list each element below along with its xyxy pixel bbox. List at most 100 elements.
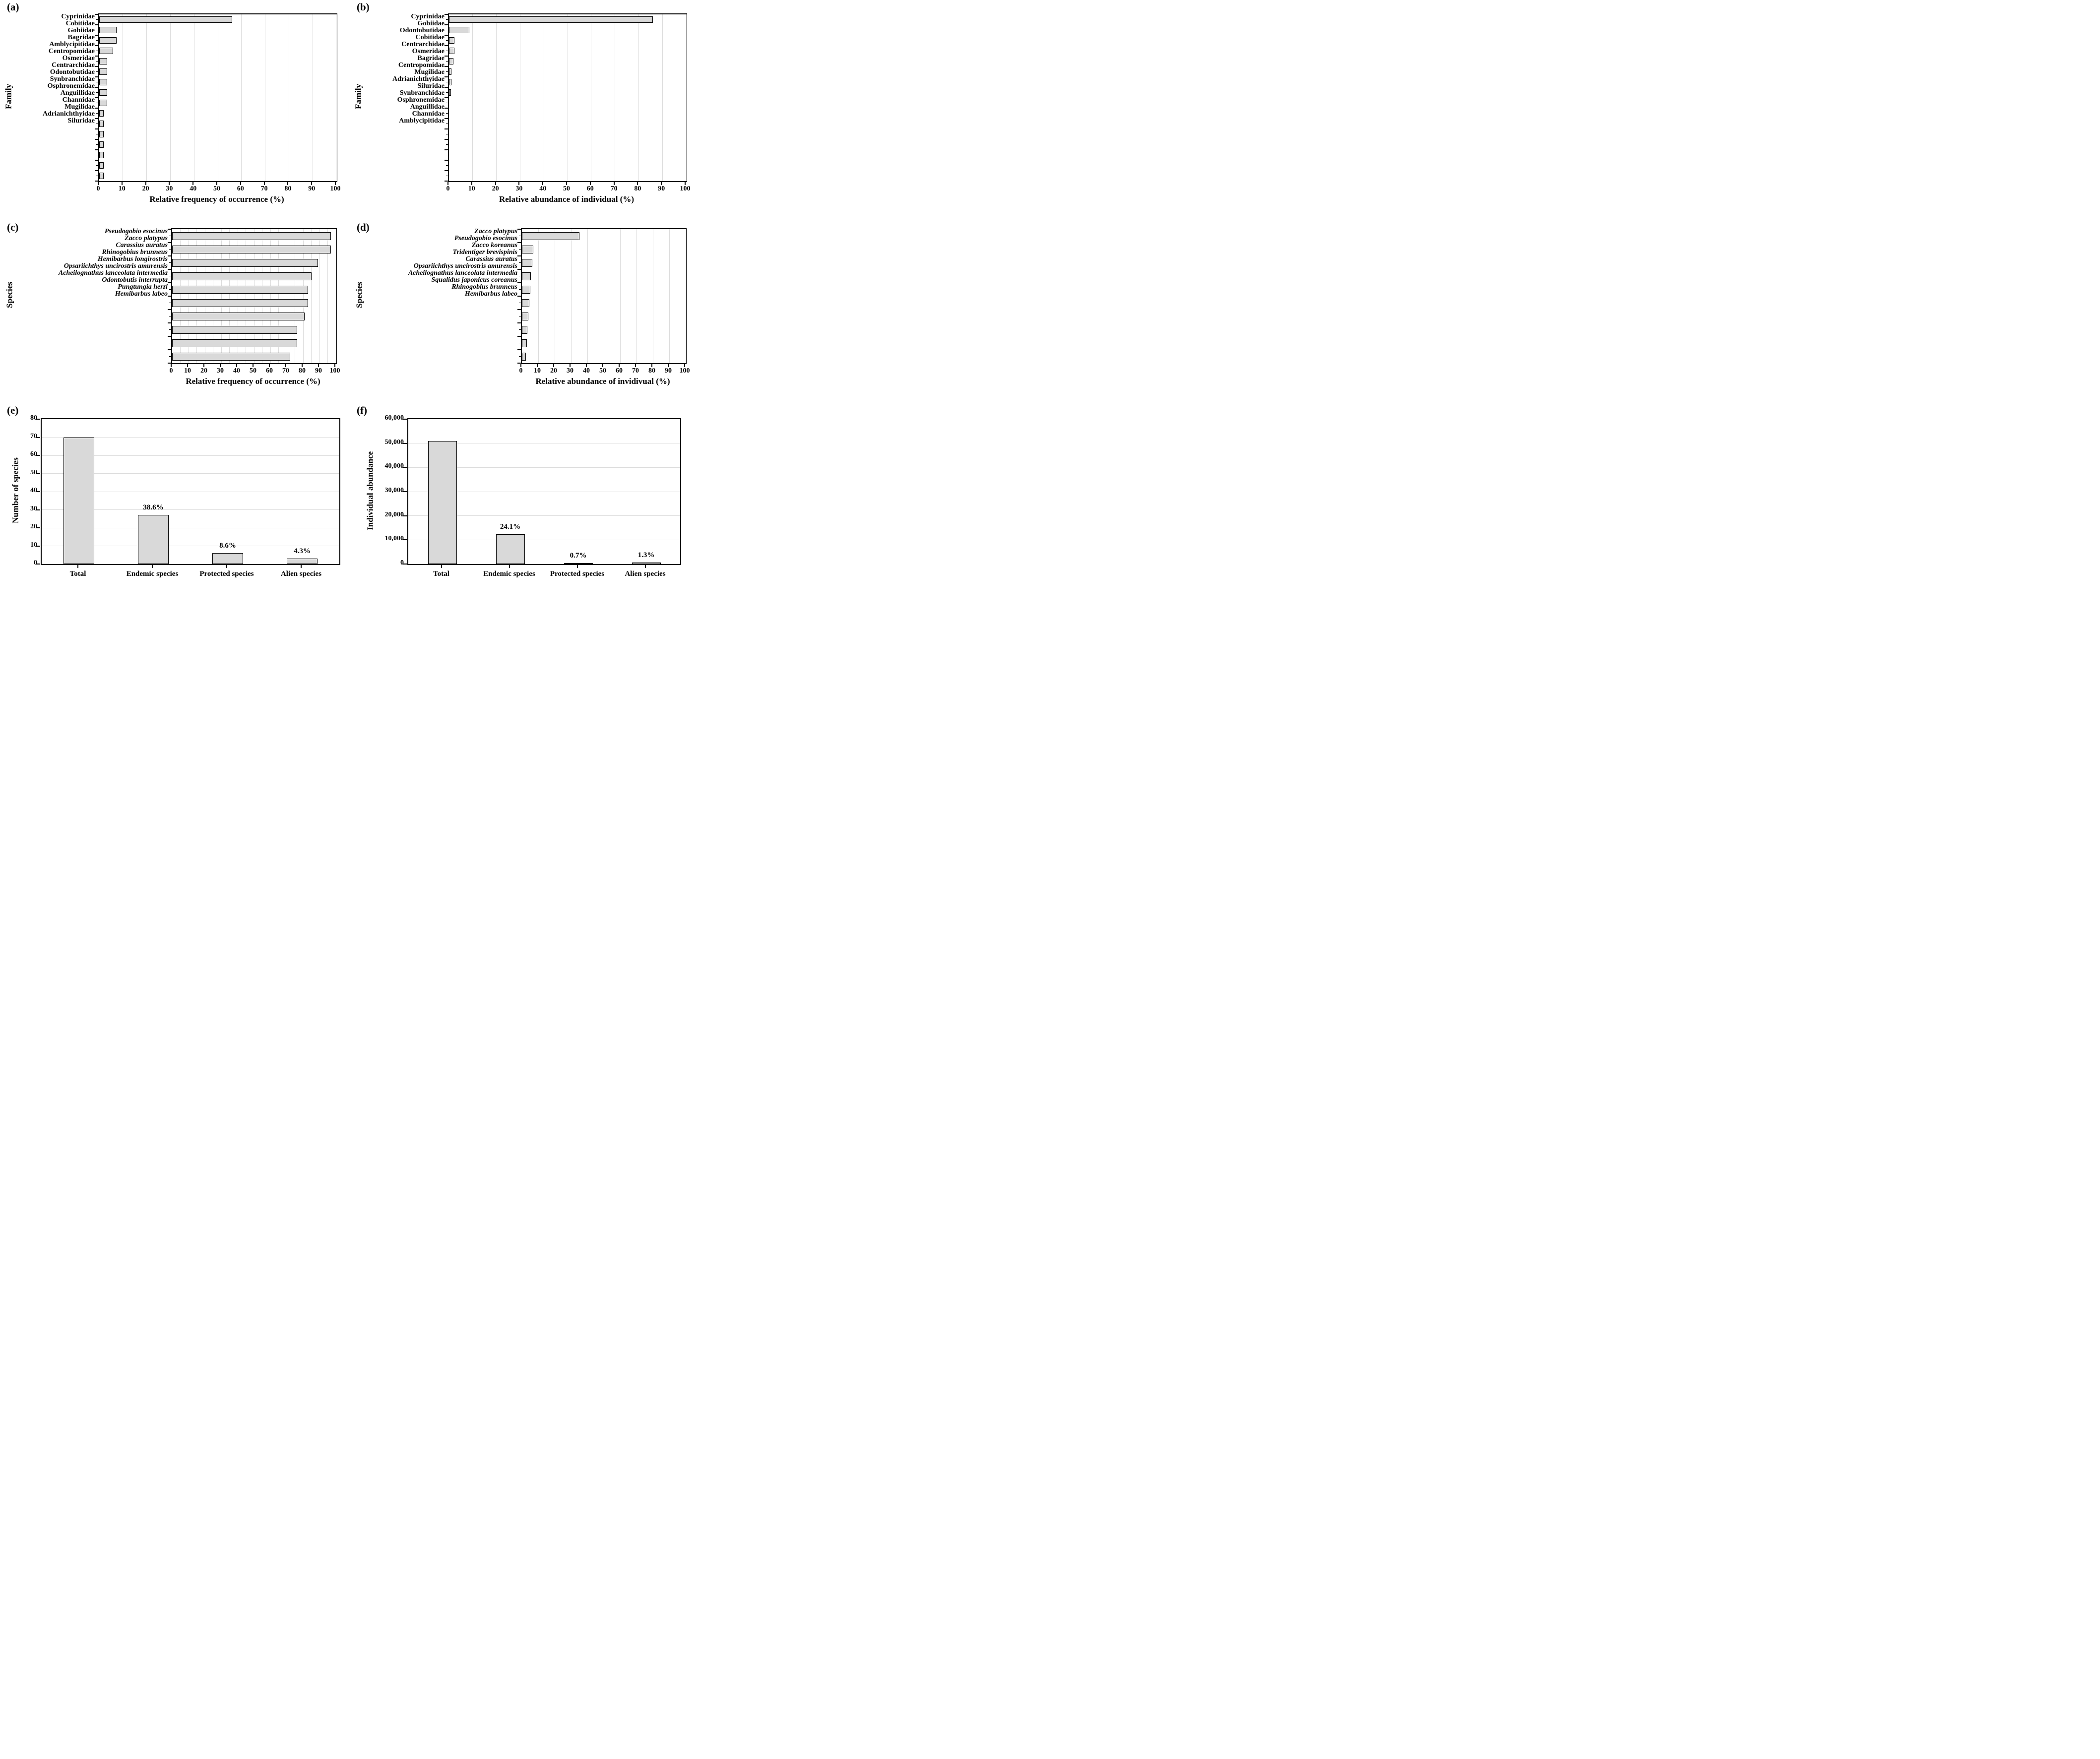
x-axis-label: Relative frequency of occurrence (%) <box>149 194 284 204</box>
axis-tick <box>589 182 591 185</box>
x-axis-label: Relative abundance of invidivual (%) <box>535 377 670 386</box>
x-tick-label: 70 <box>282 367 289 375</box>
category-label: Odontobutis interrupta <box>102 276 168 284</box>
y-axis-label: Individual abundance <box>365 451 375 530</box>
axis-tick <box>302 364 303 367</box>
axis-tick <box>517 363 522 364</box>
category-label: Zacco koreanus <box>471 242 517 249</box>
x-axis-ticks: 0 10 20 30 40 50 60 70 80 90 100 <box>97 182 341 193</box>
plot-area <box>168 228 337 364</box>
axis-tick <box>445 170 449 171</box>
chart-area: Family Cyprinidae Cobitidae Gobiidae Bagrida… <box>3 13 350 204</box>
plot-column: 24.1% 0.7% 1.3% Total Endemic species Protect… <box>403 418 681 578</box>
y-axis-label: Species <box>354 282 364 309</box>
y-tick-label: 70 <box>30 432 37 440</box>
category-label: Anguillidae <box>60 89 95 97</box>
gridline <box>254 229 255 363</box>
axis-tick <box>236 364 237 367</box>
y-tick-label: 0 <box>34 559 37 566</box>
x-tick-label: 0 <box>446 185 450 192</box>
axis-tick <box>96 50 99 52</box>
axis-tick <box>519 302 522 304</box>
axis-tick <box>537 364 538 367</box>
panel-letter: (b) <box>357 1 370 13</box>
bar <box>172 258 318 267</box>
axis-tick <box>445 181 449 182</box>
axis-tick <box>661 182 662 185</box>
y-tick-label: 10 <box>30 541 37 549</box>
axis-tick <box>36 419 40 420</box>
category-label: Alien species <box>625 570 666 578</box>
axis-tick <box>96 102 99 104</box>
gridline <box>221 229 222 363</box>
bar <box>99 110 104 117</box>
axis-tick <box>285 364 286 367</box>
axis-tick <box>287 182 289 185</box>
bar <box>172 245 331 253</box>
axis-tick <box>311 182 313 185</box>
bar <box>99 121 104 127</box>
y-tick-label: 30 <box>30 504 37 512</box>
axis-tick <box>517 229 522 230</box>
axis-tick <box>96 113 99 114</box>
x-axis-ticks: 0 10 20 30 40 50 60 70 80 90 100 <box>170 364 340 375</box>
axis-tick <box>519 262 522 263</box>
axis-tick <box>445 56 449 57</box>
category-labels: Pseudogobio esocinus Zacco platypus Carass… <box>15 228 171 362</box>
x-tick-label: 100 <box>330 185 341 192</box>
bar <box>522 272 531 280</box>
plot-column: 0 10 20 30 40 50 60 70 80 90 100 Relative frequency… <box>168 228 340 386</box>
gridline <box>270 229 271 363</box>
category-label: Gobiidae <box>417 20 445 27</box>
gridline <box>311 229 312 363</box>
category-label: Osphronemidae <box>47 82 95 90</box>
axis-tick <box>553 364 554 367</box>
panel-letter: (f) <box>357 404 367 416</box>
chart-area: Species Pseudogobio esocinus Zacco platypu… <box>4 228 350 386</box>
category-label: Cobitidae <box>65 20 95 27</box>
bar <box>64 437 94 564</box>
x-tick-label: 50 <box>563 185 570 192</box>
category-label: Carassius auratus <box>465 255 517 263</box>
x-tick-label: 60 <box>237 185 244 192</box>
bar <box>172 272 312 280</box>
x-tick-label: 20 <box>142 185 149 192</box>
gridline <box>538 229 539 363</box>
axis-tick <box>668 364 669 367</box>
axis-tick <box>169 356 172 357</box>
y-tick-label: 80 <box>30 414 37 422</box>
axis-tick <box>519 315 522 317</box>
x-tick-label: 40 <box>539 185 547 192</box>
category-label: Channidae <box>412 110 445 118</box>
axis-tick <box>168 322 172 323</box>
axis-tick <box>77 565 78 568</box>
y-tick-label: 10,000 <box>384 535 404 543</box>
category-label: Pungtungia herzi <box>118 283 168 291</box>
axis-tick <box>445 128 449 129</box>
axis-tick <box>602 364 603 367</box>
axis-tick <box>446 61 449 62</box>
bar <box>99 37 117 44</box>
gridline <box>146 14 147 181</box>
category-label: Pseudogobio esocinus <box>104 228 168 235</box>
x-tick-label: 20 <box>492 185 499 192</box>
gridline <box>638 14 639 181</box>
axis-tick <box>226 565 227 568</box>
axis-tick <box>301 565 302 568</box>
axis-tick <box>220 364 221 367</box>
gridline <box>496 14 497 181</box>
panel-letter: (d) <box>357 221 370 233</box>
axis-tick <box>446 92 449 93</box>
axis-tick <box>445 108 449 109</box>
axis-tick <box>403 539 407 541</box>
axis-tick <box>445 87 449 88</box>
y-tick-label: 60 <box>30 450 37 458</box>
axis-tick <box>203 364 204 367</box>
plot-area <box>445 13 687 182</box>
bar <box>99 79 107 85</box>
category-label: Acheilognathus lanceolata intermedia <box>58 269 168 277</box>
panel-f: (f) Individual abundance 0 10,000 20,000 30,0… <box>350 400 700 586</box>
axis-tick <box>446 71 449 72</box>
x-tick-label: 50 <box>213 185 220 192</box>
axis-tick <box>36 455 40 456</box>
